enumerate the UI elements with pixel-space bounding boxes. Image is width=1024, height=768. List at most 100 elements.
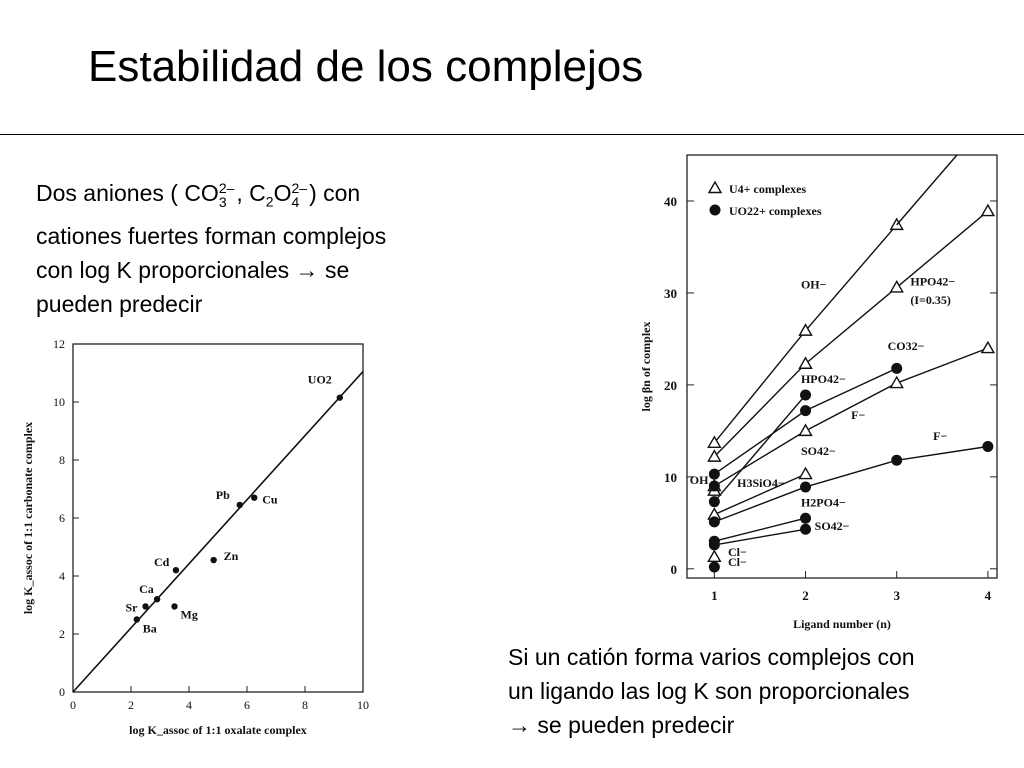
y-tick-label: 10 (664, 470, 677, 485)
y-tick-label: 12 (53, 337, 65, 351)
curve-label-12: Cl− (728, 545, 747, 559)
x-tick-label: 8 (302, 698, 308, 712)
point-label-ba: Ba (143, 622, 157, 636)
left-text-line-2: cationes fuertes forman complejos (36, 222, 387, 249)
series-9-point (982, 441, 994, 453)
x-tick-label: 3 (893, 588, 900, 603)
series-9-line (714, 445, 988, 523)
x-tick-label: 4 (985, 588, 992, 603)
legend-marker-triangle (707, 180, 723, 194)
y-tick-label: 20 (664, 378, 677, 393)
curve-label-3: CO32− (888, 339, 925, 353)
point-label-mg: Mg (181, 607, 198, 621)
data-point-cd (172, 567, 180, 574)
oxalate-sub: 4 (291, 193, 300, 210)
data-point-sr (142, 603, 149, 610)
oxalate-o: O (273, 180, 292, 206)
x-tick-label: 6 (244, 698, 250, 712)
series-10-line (714, 517, 806, 542)
carbonate-base: CO (184, 180, 219, 206)
series-10-point (800, 512, 812, 524)
legend-entry-u4: U4+ complexes (729, 182, 806, 196)
right-text-line-3: → se pueden predecir (508, 712, 735, 738)
curve-label-1: HPO42− (910, 275, 955, 289)
series-11-point (800, 523, 812, 535)
data-point-mg (171, 603, 178, 610)
oxalate-charge: 2– 4 (291, 181, 307, 209)
curve-label-4: HPO42− (801, 372, 846, 386)
data-point-ba (133, 616, 140, 623)
point-label-pb: Pb (216, 488, 230, 502)
series-7-line (713, 394, 807, 503)
series-7-point (708, 496, 720, 508)
formula-separator: , (236, 180, 243, 206)
point-label-zn: Zn (224, 549, 239, 563)
y-tick-label: 10 (53, 395, 65, 409)
series-4-line (714, 473, 806, 516)
y-tick-label: 8 (59, 453, 65, 467)
series-0-extension (896, 154, 958, 226)
series-1-line (713, 210, 989, 458)
y-tick-label: 30 (664, 286, 677, 301)
y-axis-label: log βn of complex (639, 322, 653, 412)
curve-label-11: SO42− (815, 519, 850, 533)
x-tick-label: 10 (357, 698, 369, 712)
series-2-line (713, 347, 989, 487)
series-9-point (891, 454, 903, 466)
data-point-cu (251, 494, 258, 501)
series-11-line (714, 528, 806, 546)
series-5-point (707, 549, 722, 563)
series-2-point (798, 423, 813, 437)
oxalate-sup: 2– (291, 179, 308, 196)
y-tick-label: 2 (59, 627, 65, 641)
series-1-point (798, 356, 813, 369)
oxalate-formula: C2O 2– 4 (249, 180, 309, 210)
carbonate-formula: CO 2– 3 (184, 179, 236, 210)
curve-label-5: F− (851, 408, 865, 422)
left-text-line-3: con log K proporcionales → se (36, 256, 350, 283)
carbonate-sup: 2– (218, 179, 235, 196)
data-point-uo2 (336, 394, 343, 401)
data-point-pb (236, 501, 243, 509)
point-label-cd: Cd (154, 555, 170, 569)
legend-entry-uo2: UO22+ complexes (729, 204, 822, 218)
series-12-point (708, 561, 720, 573)
y-tick-label: 6 (59, 511, 65, 525)
x-axis-label: Ligand number (n) (793, 617, 891, 631)
left-text-line-4: pueden predecir (36, 290, 203, 317)
series-2-point (889, 375, 904, 389)
point-label-sr: Sr (126, 600, 139, 614)
curve-label-10: H2PO4− (801, 495, 846, 509)
y-tick-label: 40 (664, 194, 677, 209)
series-1-point (889, 280, 904, 293)
series-4-point (798, 466, 813, 480)
left-text-block: Dos aniones ( CO 2– 3, C2O 2– 4) con catione… (36, 176, 486, 321)
curve-label-2: (I=0.35) (910, 293, 951, 307)
plot-frame (72, 343, 364, 693)
series-6-point (800, 405, 812, 417)
curve-label-6: SO42− (801, 444, 836, 458)
series-6-point (708, 468, 720, 480)
series-11-point (708, 539, 720, 551)
series-1-point (980, 203, 996, 217)
curve-label-9: H3SiO4− (737, 476, 785, 490)
y-tick-label: 4 (59, 569, 65, 583)
curve-label-7: F− (933, 429, 947, 443)
right-text-line-2: un ligando las log K son proporcionales (508, 678, 910, 704)
data-point-ca (153, 596, 161, 603)
right-text-block: Si un catión forma varios complejos con … (508, 640, 1020, 742)
slide-title: Estabilidad de los complejos (88, 42, 644, 91)
curve-label-13: Cl− (728, 555, 747, 569)
oxalate-sub1: 2 (265, 193, 274, 210)
y-axis-label: log K_assoc of 1:1 carbonate complex (21, 422, 35, 614)
series-9-point (708, 516, 720, 528)
oxalate-base: C (249, 180, 266, 206)
series-0-point (798, 323, 813, 336)
legend-marker-circle (709, 204, 721, 216)
carbonate-sub: 3 (218, 193, 227, 210)
series-7-point (800, 389, 812, 401)
plot-frame (686, 154, 998, 579)
series-2-point (980, 340, 996, 354)
curve-label-8: OH (690, 473, 709, 487)
